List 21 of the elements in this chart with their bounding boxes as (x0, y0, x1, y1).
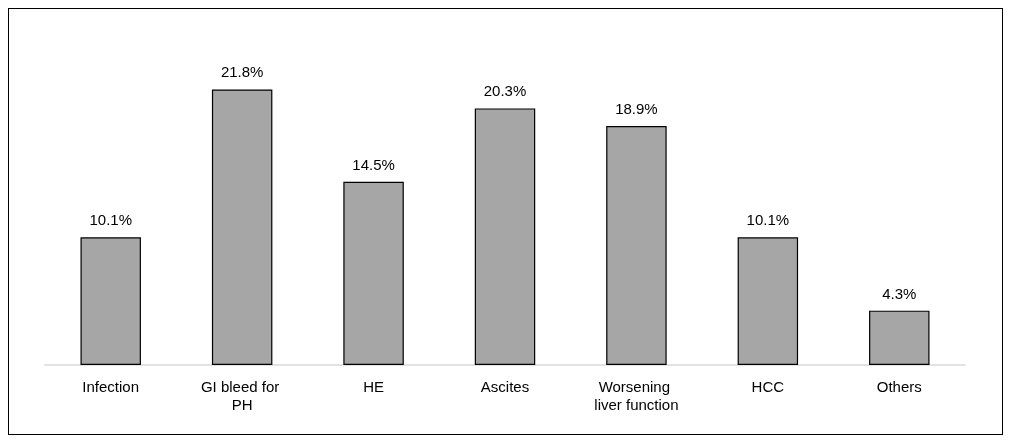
x-tick-label: Others (876, 377, 922, 395)
x-tick-label: Ascites (480, 377, 530, 395)
x-tick-label: HCC (751, 377, 785, 395)
x-tick-label: Worsening liver function (594, 377, 679, 413)
bar (474, 108, 536, 365)
x-tick-label: HE (363, 377, 384, 395)
bar (343, 181, 404, 365)
data-label: 18.9% (615, 100, 658, 118)
bar (869, 310, 930, 365)
x-tick-label: GI bleed for PH (200, 377, 284, 413)
bar (80, 237, 141, 365)
data-label: 10.1% (746, 211, 790, 229)
data-label: 20.3% (483, 82, 527, 100)
x-tick-label: Infection (82, 377, 140, 395)
bar (211, 89, 273, 365)
bar (606, 126, 667, 365)
data-label: 10.1% (89, 211, 132, 229)
data-label: 14.5% (352, 155, 395, 173)
bar (737, 237, 799, 365)
data-label: 21.8% (220, 63, 264, 81)
data-label: 4.3% (882, 284, 917, 302)
